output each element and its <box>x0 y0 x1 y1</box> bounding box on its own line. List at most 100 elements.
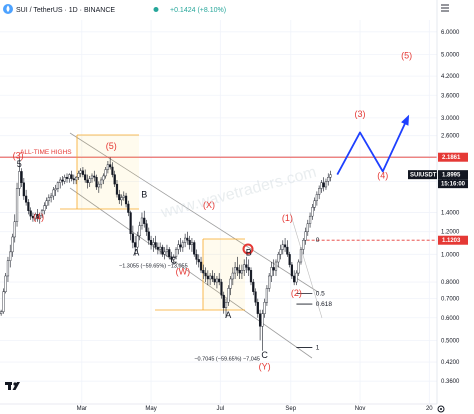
candle-body <box>84 174 87 181</box>
candle-body <box>318 188 321 195</box>
wave-label: B <box>246 248 252 258</box>
y-tick-label: 2.6000 <box>441 134 460 140</box>
wave-label: (X) <box>203 200 215 210</box>
candle-body <box>240 270 244 274</box>
candle-body <box>272 267 275 271</box>
x-tick-label: 20 <box>426 406 433 412</box>
list-icon[interactable] <box>441 4 449 12</box>
candle-body <box>22 182 25 197</box>
candle-body <box>2 291 5 312</box>
ath-price-badge-bg <box>438 152 468 162</box>
measure-label: −0.7045 (−59.65%) −7,045 <box>194 357 260 363</box>
candle-body <box>143 217 146 224</box>
candle-body <box>247 267 250 271</box>
candle-body <box>102 175 105 181</box>
candle-body <box>127 203 130 213</box>
candle-body <box>265 288 269 303</box>
candle-body <box>81 170 85 175</box>
candle-body <box>227 288 230 303</box>
wave-label: (4) <box>377 171 388 181</box>
candle-body <box>4 275 7 292</box>
level-price-badge-bg <box>438 235 468 245</box>
y-tick-label: 1.2000 <box>441 230 460 236</box>
projection-arrowhead <box>401 114 410 126</box>
fib-level-label: 0 <box>316 237 320 244</box>
candle-body <box>147 231 150 241</box>
candle-body <box>234 267 237 274</box>
candle-body <box>256 302 259 314</box>
candle-body <box>315 194 318 201</box>
y-tick-label: 0.6000 <box>441 316 460 322</box>
candle-body <box>36 214 39 220</box>
candle-body <box>165 249 169 253</box>
candle-body <box>327 177 330 182</box>
candle-body <box>93 175 96 178</box>
symbol-badge-bg <box>408 170 437 180</box>
y-tick-label: 1.4000 <box>441 211 460 217</box>
candle-body <box>70 174 73 179</box>
wave-label: (4) <box>33 212 44 222</box>
price-badges: 2.1861 SUIUSDT 1.8995 15:16:00 1.1203 <box>408 152 468 245</box>
candle-body <box>224 302 228 309</box>
fib-level-label: 0.618 <box>316 301 333 308</box>
candle-body <box>0 311 3 314</box>
candle-body <box>206 275 209 280</box>
candle-body <box>59 179 62 183</box>
candle-body <box>286 246 289 255</box>
candles <box>0 157 332 351</box>
last-price-badge: 1.8995 <box>442 173 461 179</box>
header: SUI / TetherUS · 1D · BINANCE +0.1424 (+… <box>3 4 226 14</box>
candle-body <box>6 260 10 277</box>
candle-body <box>109 164 112 168</box>
candle-body <box>218 278 221 283</box>
candle-body <box>56 182 60 189</box>
candle-body <box>77 173 80 178</box>
y-tick-label: 4.2000 <box>441 74 460 80</box>
candle-body <box>159 246 162 250</box>
candle-body <box>86 179 89 183</box>
wave-label: (W) <box>176 267 191 277</box>
annotations: −1.3055 (−59.65%) −13,055 −0.7045 (−59.65… <box>119 263 260 362</box>
candle-body <box>174 249 178 258</box>
gear-icon[interactable] <box>437 405 445 413</box>
tradingview-logo-icon <box>5 382 20 390</box>
candle-body <box>304 231 307 241</box>
candle-body <box>149 240 153 245</box>
wave-label: 5 <box>17 159 22 169</box>
wave-label: A <box>225 310 231 320</box>
candle-body <box>34 214 37 219</box>
y-tick-label: 0.3600 <box>441 379 460 385</box>
candle-body <box>279 249 282 255</box>
y-tick-label: 0.7000 <box>441 297 460 303</box>
candle-body <box>134 242 137 248</box>
candle-body <box>297 261 300 274</box>
candle-body <box>115 183 119 195</box>
candle-body <box>238 270 241 274</box>
candle-body <box>79 170 82 174</box>
time-axis[interactable]: Mar May Jul Sep Nov 20 <box>77 406 434 412</box>
y-tick-label: 0.5000 <box>441 338 460 344</box>
candle-body <box>29 210 32 217</box>
candle-body <box>38 215 41 220</box>
candle-body <box>179 244 182 248</box>
market-status-icon <box>153 7 159 12</box>
candle-body <box>138 225 141 237</box>
y-tick-label: 3.6000 <box>441 93 460 99</box>
candle-body <box>63 177 66 182</box>
symbol-logo-glyph <box>6 5 10 12</box>
wave-label: (2) <box>291 288 302 298</box>
candle-body <box>95 177 98 188</box>
candle-body <box>195 254 198 260</box>
candle-body <box>322 182 325 188</box>
candle-body <box>193 242 196 255</box>
candle-body <box>324 181 328 188</box>
symbol-title[interactable]: SUI / TetherUS · 1D · BINANCE <box>16 7 115 14</box>
candle-body <box>9 251 12 261</box>
projection-path <box>336 119 408 176</box>
candle-body <box>263 302 266 314</box>
candle-body <box>277 254 280 263</box>
wave-label: (5) <box>106 141 117 151</box>
candle-body <box>299 249 303 263</box>
candle-body <box>43 205 46 211</box>
